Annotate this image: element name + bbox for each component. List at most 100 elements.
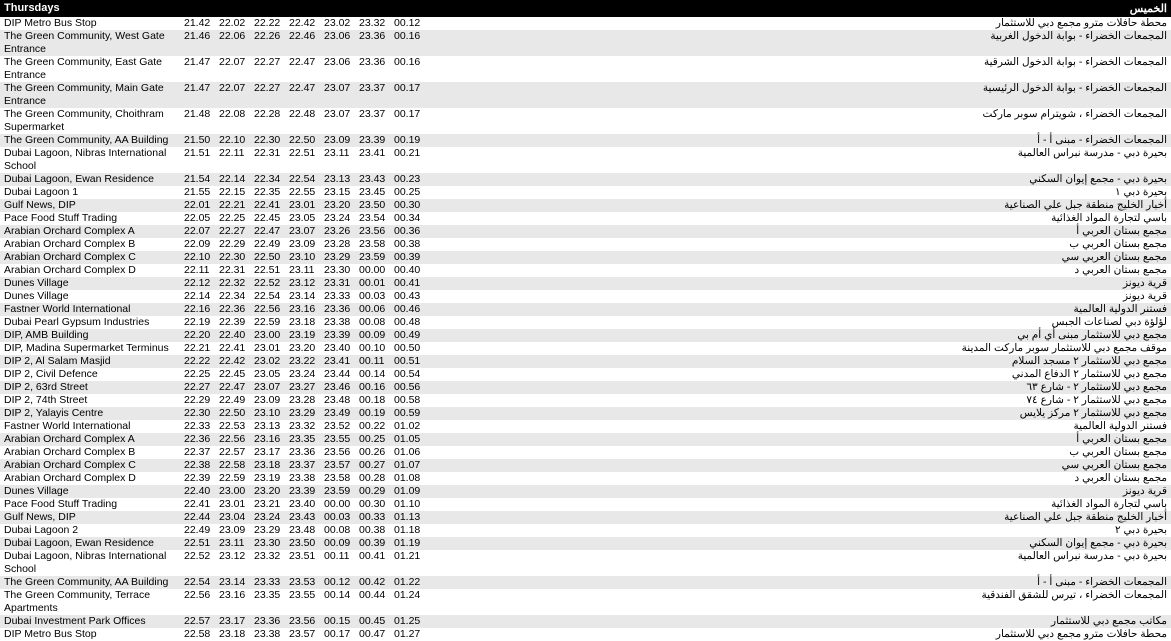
time-cell: 00.03 bbox=[324, 511, 359, 524]
time-cell: 22.14 bbox=[184, 290, 219, 303]
times-group: 22.4023.0023.2023.3923.5900.2901.09 bbox=[184, 485, 429, 498]
time-cell: 23.58 bbox=[324, 472, 359, 485]
time-cell: 00.14 bbox=[359, 368, 394, 381]
times-group: 22.4923.0923.2923.4800.0800.3801.18 bbox=[184, 524, 429, 537]
time-cell: 22.41 bbox=[254, 199, 289, 212]
timetable-row: Pace Food Stuff Trading22.4123.0123.2123… bbox=[0, 498, 1171, 511]
time-cell: 23.35 bbox=[254, 589, 289, 602]
time-cell: 22.22 bbox=[184, 355, 219, 368]
time-cell: 22.47 bbox=[289, 56, 324, 69]
stop-name-en: The Green Community, Choithram Supermark… bbox=[4, 108, 184, 134]
timetable-row: Dubai Pearl Gypsum Industries22.1922.392… bbox=[0, 316, 1171, 329]
times-group: 22.4423.0423.2423.4300.0300.3301.13 bbox=[184, 511, 429, 524]
time-cell: 00.48 bbox=[394, 316, 429, 329]
time-cell: 23.58 bbox=[359, 238, 394, 251]
time-cell: 22.27 bbox=[219, 225, 254, 238]
time-cell: 23.07 bbox=[324, 108, 359, 121]
stop-name-ar: مجمع بستان العربي أ bbox=[429, 433, 1167, 446]
time-cell: 00.59 bbox=[394, 407, 429, 420]
time-cell: 22.54 bbox=[184, 576, 219, 589]
times-group: 22.2022.4023.0023.1923.3900.0900.49 bbox=[184, 329, 429, 342]
time-cell: 00.56 bbox=[394, 381, 429, 394]
time-cell: 00.42 bbox=[359, 576, 394, 589]
time-cell: 23.50 bbox=[289, 537, 324, 550]
stop-name-en: DIP, AMB Building bbox=[4, 329, 184, 342]
timetable-row: Dubai Lagoon, Nibras International Schoo… bbox=[0, 550, 1171, 576]
time-cell: 00.51 bbox=[394, 355, 429, 368]
time-cell: 23.12 bbox=[219, 550, 254, 563]
time-cell: 22.27 bbox=[254, 56, 289, 69]
time-cell: 23.32 bbox=[254, 550, 289, 563]
time-cell: 01.09 bbox=[394, 485, 429, 498]
stop-name-ar: فستنر الدولية العالمية bbox=[429, 420, 1167, 433]
stop-name-ar: مجمع بستان العربي سي bbox=[429, 251, 1167, 264]
stop-name-ar: مجمع بستان العربي سي bbox=[429, 459, 1167, 472]
time-cell: 01.27 bbox=[394, 628, 429, 641]
time-cell: 21.47 bbox=[184, 82, 219, 95]
time-cell: 23.07 bbox=[324, 82, 359, 95]
time-cell: 00.18 bbox=[359, 394, 394, 407]
time-cell: 23.52 bbox=[324, 420, 359, 433]
stop-name-en: Dubai Lagoon, Nibras International Schoo… bbox=[4, 550, 184, 576]
time-cell: 22.34 bbox=[219, 290, 254, 303]
stop-name-en: DIP 2, Civil Defence bbox=[4, 368, 184, 381]
time-cell: 00.29 bbox=[359, 485, 394, 498]
day-header: Thursdays الخميس bbox=[0, 0, 1171, 17]
time-cell: 23.07 bbox=[289, 225, 324, 238]
time-cell: 22.36 bbox=[184, 433, 219, 446]
time-cell: 23.30 bbox=[324, 264, 359, 277]
time-cell: 00.00 bbox=[359, 264, 394, 277]
stop-name-en: DIP 2, Yalayis Centre bbox=[4, 407, 184, 420]
time-cell: 22.55 bbox=[289, 186, 324, 199]
time-cell: 22.19 bbox=[184, 316, 219, 329]
timetable-row: The Green Community, AA Building22.5423.… bbox=[0, 576, 1171, 589]
stop-name-en: Arabian Orchard Complex B bbox=[4, 238, 184, 251]
timetable-row: DIP Metro Bus Stop22.5823.1823.3823.5700… bbox=[0, 628, 1171, 641]
stop-name-ar: مجمع بستان العربي ب bbox=[429, 446, 1167, 459]
time-cell: 22.31 bbox=[219, 264, 254, 277]
times-group: 22.1922.3922.5923.1823.3800.0800.48 bbox=[184, 316, 429, 329]
time-cell: 23.02 bbox=[324, 17, 359, 30]
stop-name-en: Dubai Lagoon 1 bbox=[4, 186, 184, 199]
time-cell: 00.34 bbox=[394, 212, 429, 225]
timetable-row: Dubai Lagoon, Ewan Residence22.5123.1123… bbox=[0, 537, 1171, 550]
time-cell: 23.18 bbox=[289, 316, 324, 329]
stop-name-en: DIP 2, Al Salam Masjid bbox=[4, 355, 184, 368]
time-cell: 22.56 bbox=[184, 589, 219, 602]
time-cell: 23.01 bbox=[219, 498, 254, 511]
times-group: 22.1222.3222.5223.1223.3100.0100.41 bbox=[184, 277, 429, 290]
time-cell: 23.21 bbox=[254, 498, 289, 511]
time-cell: 23.11 bbox=[289, 264, 324, 277]
timetable-row: The Green Community, AA Building21.5022.… bbox=[0, 134, 1171, 147]
time-cell: 23.20 bbox=[324, 199, 359, 212]
time-cell: 22.02 bbox=[219, 17, 254, 30]
time-cell: 23.02 bbox=[254, 355, 289, 368]
time-cell: 23.56 bbox=[324, 446, 359, 459]
stop-name-en: Dunes Village bbox=[4, 277, 184, 290]
time-cell: 22.11 bbox=[184, 264, 219, 277]
stop-name-ar: أخبار الخليج منطقة جبل علي الصناعية bbox=[429, 511, 1167, 524]
time-cell: 01.07 bbox=[394, 459, 429, 472]
times-group: 22.5623.1623.3523.5500.1400.4401.24 bbox=[184, 589, 429, 602]
time-cell: 23.28 bbox=[324, 238, 359, 251]
times-group: 22.1022.3022.5023.1023.2923.5900.39 bbox=[184, 251, 429, 264]
timetable-row: Gulf News, DIP22.0122.2122.4123.0123.202… bbox=[0, 199, 1171, 212]
time-cell: 22.29 bbox=[184, 394, 219, 407]
time-cell: 22.08 bbox=[219, 108, 254, 121]
time-cell: 23.38 bbox=[289, 472, 324, 485]
time-cell: 00.36 bbox=[394, 225, 429, 238]
time-cell: 23.09 bbox=[219, 524, 254, 537]
time-cell: 01.06 bbox=[394, 446, 429, 459]
time-cell: 23.22 bbox=[289, 355, 324, 368]
time-cell: 23.39 bbox=[359, 134, 394, 147]
time-cell: 23.40 bbox=[324, 342, 359, 355]
time-cell: 00.30 bbox=[394, 199, 429, 212]
stop-name-en: The Green Community, East Gate Entrance bbox=[4, 56, 184, 82]
timetable-row: DIP Metro Bus Stop21.4222.0222.2222.4223… bbox=[0, 17, 1171, 30]
stop-name-en: Pace Food Stuff Trading bbox=[4, 498, 184, 511]
time-cell: 23.46 bbox=[324, 381, 359, 394]
time-cell: 01.25 bbox=[394, 615, 429, 628]
time-cell: 22.30 bbox=[254, 134, 289, 147]
times-group: 22.3722.5723.1723.3623.5600.2601.06 bbox=[184, 446, 429, 459]
time-cell: 00.00 bbox=[324, 498, 359, 511]
